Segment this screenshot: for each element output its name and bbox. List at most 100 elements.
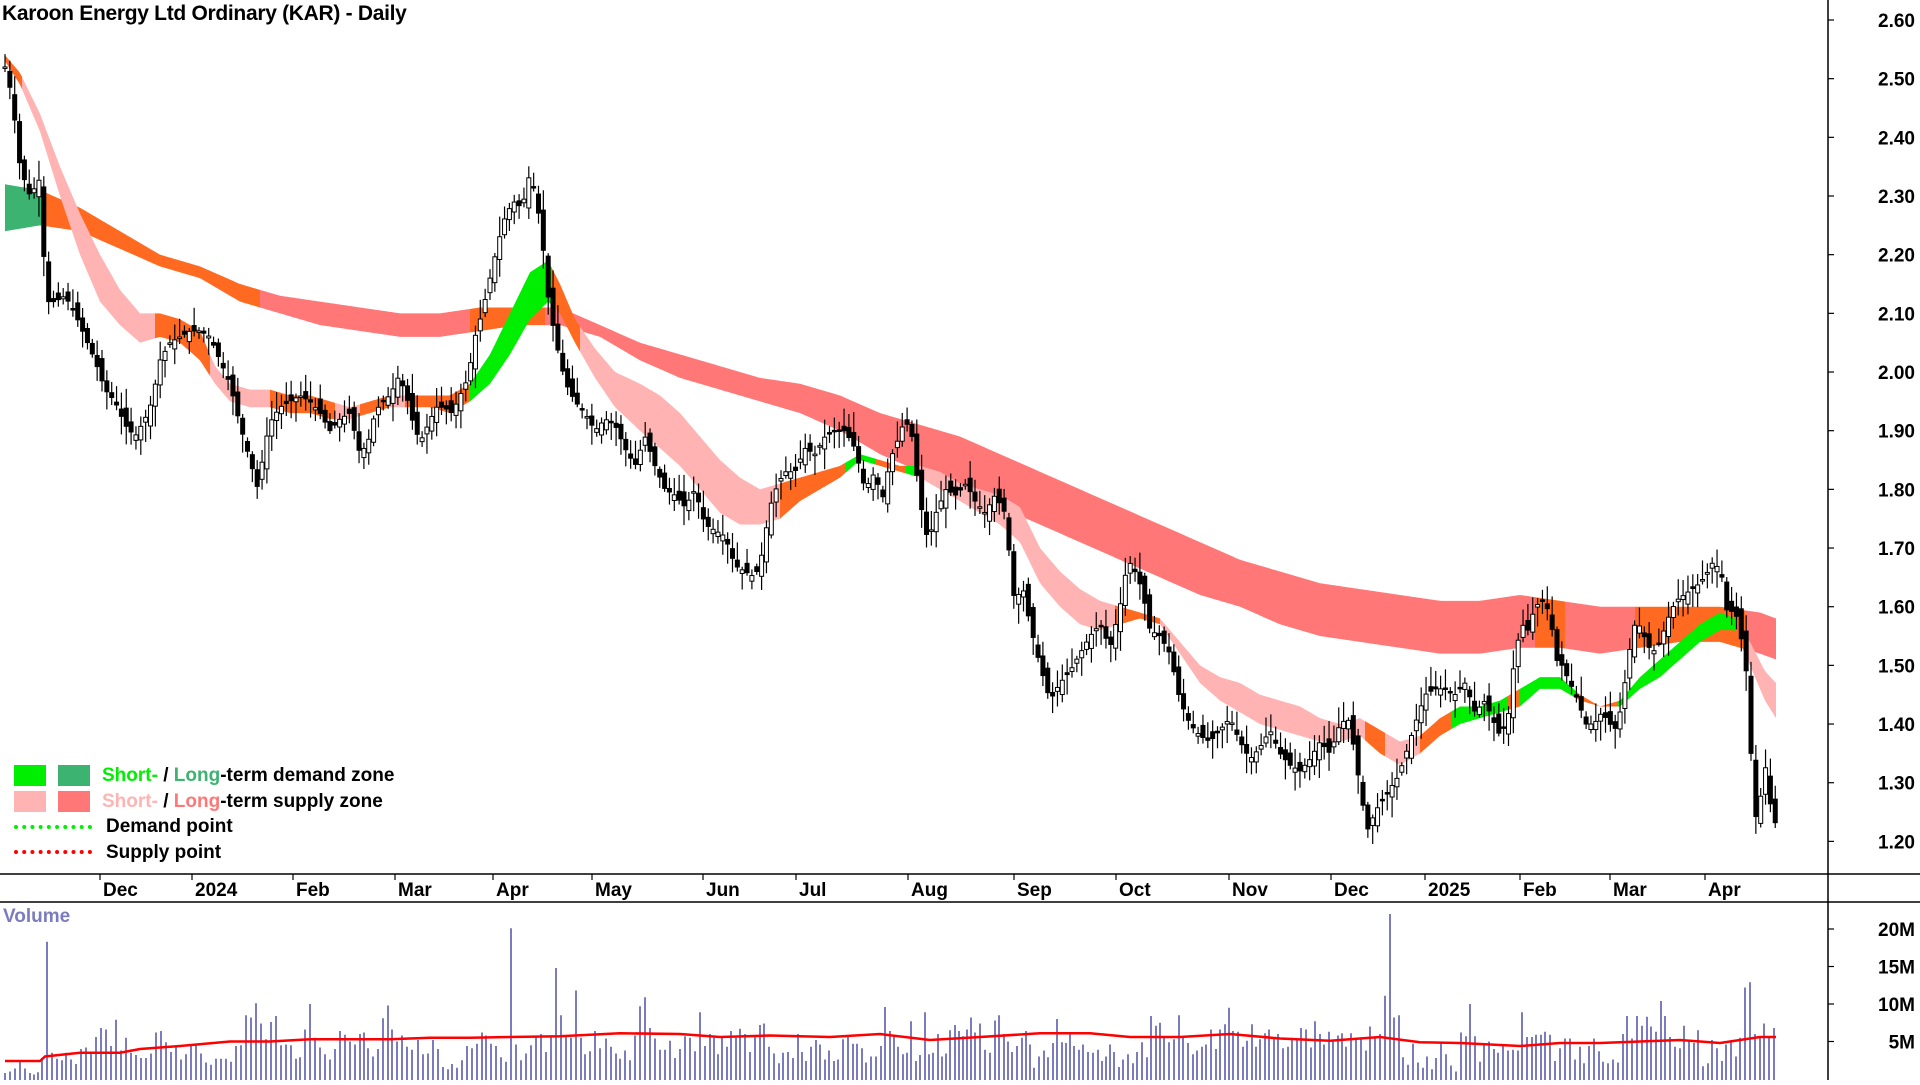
candle-body (1472, 700, 1478, 712)
candle (1467, 686, 1473, 715)
long-term-band-long-supply (1745, 610, 1776, 660)
candle (1360, 775, 1366, 811)
candle-body (1045, 667, 1051, 694)
candle (1472, 681, 1478, 717)
candle-body (409, 392, 415, 421)
candle-body (1462, 682, 1468, 690)
candle-body (841, 425, 847, 432)
candle-body (26, 183, 32, 195)
candle-body (865, 483, 871, 489)
candle-body (1118, 603, 1123, 633)
candle (240, 413, 246, 453)
candle (647, 428, 653, 463)
candle-body (671, 494, 677, 501)
candle (1680, 580, 1686, 617)
candle-body (1248, 757, 1254, 763)
candle-body (1423, 693, 1429, 711)
candle (114, 386, 120, 411)
candle-body (1205, 737, 1211, 741)
candle (337, 413, 343, 442)
candle-body (1069, 667, 1075, 672)
candle (827, 425, 832, 443)
candle-body (191, 325, 197, 332)
candle (1021, 580, 1026, 612)
candle (943, 475, 949, 529)
candle-body (720, 534, 726, 542)
candle-body (1263, 736, 1269, 744)
candle (1418, 687, 1424, 739)
candle-body (84, 327, 90, 344)
candle (1588, 715, 1594, 734)
candle (448, 387, 454, 422)
candle (812, 445, 818, 475)
candle (734, 542, 740, 572)
candle-body (177, 336, 183, 340)
candle (2, 54, 8, 73)
candle-body (259, 461, 265, 480)
candle (1603, 696, 1608, 733)
candle-body (429, 415, 435, 432)
candle-body (749, 575, 755, 582)
legend-short-label: Short- (102, 765, 158, 786)
date-axis: Dec 2024 Feb Mar Apr May Jun Jul Aug Sep Oct Nov Dec… (99, 874, 1741, 901)
candle-body (312, 407, 318, 411)
candle (720, 514, 726, 555)
candle-body (1389, 784, 1395, 798)
candle-body (1287, 752, 1293, 766)
candle (1137, 552, 1143, 600)
candle (162, 346, 168, 378)
candle (754, 563, 760, 575)
candle-body (880, 489, 886, 498)
candle-body (540, 209, 546, 251)
candle-body (346, 408, 352, 414)
candle (21, 155, 27, 192)
candle-body (754, 566, 760, 572)
candle (1690, 574, 1696, 608)
candle (1224, 705, 1230, 744)
candle-body (1510, 668, 1516, 719)
candle-body (1583, 716, 1589, 725)
candle (1297, 752, 1303, 788)
candle (395, 365, 401, 406)
date-tick-label: Jul (799, 880, 826, 901)
legend-long-label: Long (173, 790, 221, 812)
candle (1161, 626, 1167, 652)
candle (1675, 579, 1681, 616)
candle-body (351, 407, 357, 431)
candle (1632, 620, 1638, 664)
candle-body (1258, 744, 1264, 750)
candle (1506, 706, 1511, 746)
price-tick-label: 2.00 (1878, 363, 1915, 384)
candle-body (1641, 632, 1647, 638)
candle (565, 359, 571, 396)
candle-body (1588, 723, 1594, 730)
legend-separator: / (157, 790, 174, 812)
candle (104, 370, 110, 410)
candle (1438, 675, 1444, 708)
candle-body (1312, 750, 1317, 767)
candle (899, 412, 905, 447)
candle (41, 176, 47, 277)
candle-body (1753, 759, 1759, 818)
candle-body (109, 392, 115, 398)
candle (608, 412, 614, 440)
candle (1384, 780, 1390, 811)
candle-body (1506, 713, 1511, 735)
candle (1413, 703, 1419, 746)
candle-body (99, 358, 105, 382)
candle (1389, 772, 1395, 818)
candle-body (1336, 727, 1342, 743)
candle (710, 518, 716, 544)
candle-body (817, 445, 823, 448)
price-tick-label: 1.50 (1878, 656, 1915, 677)
candle-body (162, 350, 168, 361)
candle (1743, 615, 1749, 691)
candle-body (152, 383, 158, 407)
candle-body (1428, 686, 1434, 692)
candle (1253, 746, 1259, 774)
candle-body (1520, 624, 1526, 638)
candle-body (1355, 735, 1361, 776)
date-tick-label: Feb (1523, 880, 1557, 901)
candle (846, 413, 852, 442)
candle (1583, 711, 1589, 730)
